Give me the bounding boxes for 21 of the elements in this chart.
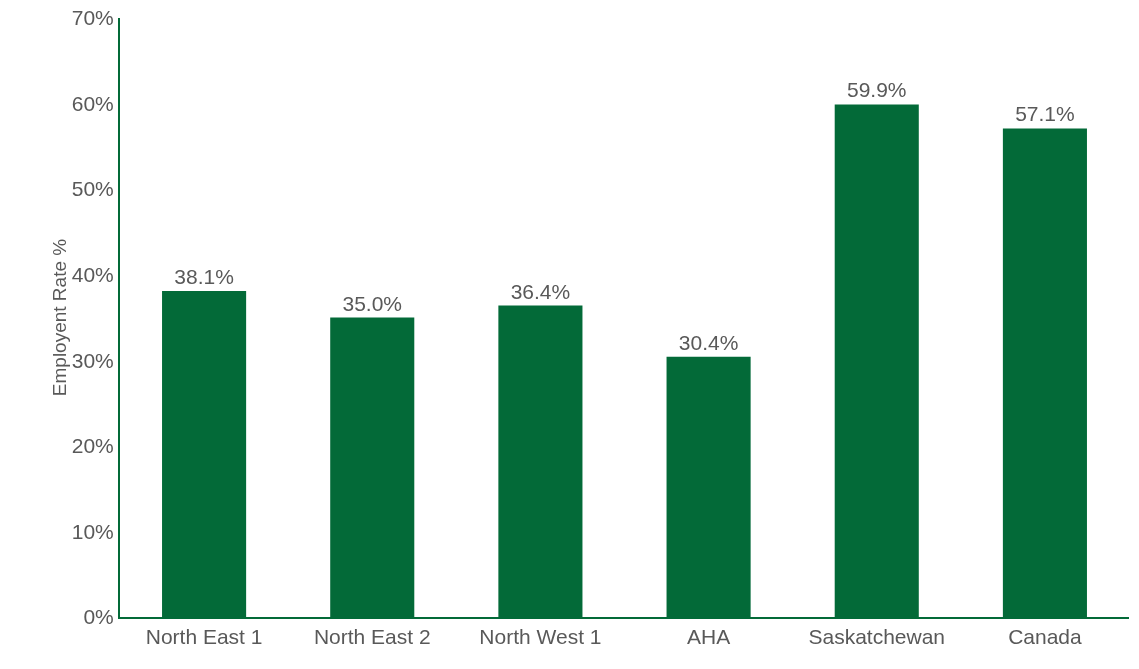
x-tick-label: Saskatchewan bbox=[808, 625, 946, 649]
x-tick-label: North East 1 bbox=[145, 625, 263, 649]
y-tick-label: 70% bbox=[71, 6, 114, 30]
x-tick-label: AHA bbox=[686, 625, 731, 649]
data-label: 35.0% bbox=[342, 291, 403, 315]
y-tick-label: 60% bbox=[71, 91, 114, 115]
x-tick-label: North West 1 bbox=[479, 625, 602, 649]
y-tick-label: 30% bbox=[71, 348, 114, 372]
data-label: 59.9% bbox=[846, 78, 907, 102]
y-tick-label: 10% bbox=[71, 519, 114, 543]
data-label: 36.4% bbox=[510, 279, 571, 303]
x-tick-label: North East 2 bbox=[313, 625, 431, 649]
data-label: 57.1% bbox=[1015, 102, 1075, 126]
y-tick-label: 50% bbox=[71, 177, 114, 201]
data-label: 38.1% bbox=[174, 264, 234, 288]
y-tick-label: 20% bbox=[71, 434, 114, 458]
y-tick-label: 0% bbox=[83, 605, 114, 629]
x-tick-label: Canada bbox=[1008, 625, 1083, 649]
data-label: 30.4% bbox=[678, 330, 739, 354]
y-tick-label: 40% bbox=[71, 263, 114, 287]
y-axis-title: Employent Rate % bbox=[48, 238, 70, 397]
